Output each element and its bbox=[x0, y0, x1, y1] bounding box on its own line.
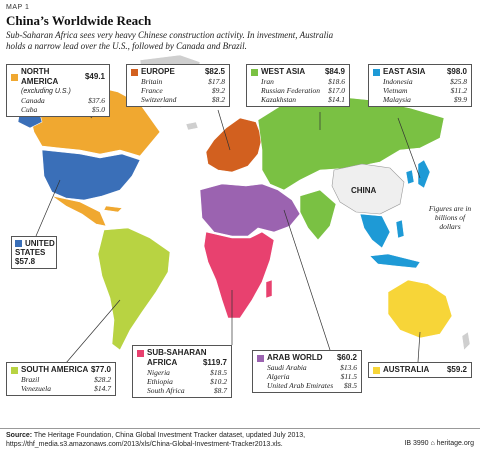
australia-shape bbox=[387, 279, 453, 339]
sub-saharan-africa-shape bbox=[203, 231, 275, 319]
list-item: Algeria $11.5 bbox=[267, 372, 357, 381]
list-item: Canada $37.6 bbox=[21, 96, 105, 105]
east-asia-swatch bbox=[373, 68, 380, 76]
region-box-arab-world: ARAB WORLD $60.2 Saudi Arabia $13.6 Alger… bbox=[252, 350, 362, 393]
list-item: Russian Federation $17.0 bbox=[261, 86, 345, 95]
region-box-west-asia: WEST ASIA $84.9 Iran $18.6 Russian Federa… bbox=[246, 64, 350, 107]
leader-lines bbox=[35, 107, 421, 371]
united-states-name-line2: STATES bbox=[15, 248, 46, 257]
arab-world-swatch bbox=[257, 354, 264, 362]
china-label: CHINA bbox=[351, 186, 377, 195]
south-america-shape bbox=[97, 227, 171, 351]
list-item: Venezuela $14.7 bbox=[21, 384, 111, 393]
region-box-sub-saharan-africa: SUB-SAHARAN AFRICA $119.7 Nigeria $18.5 E… bbox=[132, 345, 232, 398]
united-states-shape bbox=[41, 149, 141, 201]
australia-total: $59.2 bbox=[446, 365, 467, 374]
sub-saharan-africa-name-line2: AFRICA bbox=[147, 358, 178, 367]
list-item: Saudi Arabia $13.6 bbox=[267, 363, 357, 372]
korea-shape bbox=[405, 169, 415, 185]
region-box-australia: AUSTRALIA $59.2 bbox=[368, 362, 472, 378]
south-america-swatch bbox=[11, 366, 18, 374]
cuba-shape bbox=[103, 205, 123, 213]
source-text: The Heritage Foundation, China Global In… bbox=[32, 432, 306, 439]
philippines-shape bbox=[395, 219, 405, 239]
australia-name: AUSTRALIA bbox=[383, 365, 430, 374]
list-item: Iran $18.6 bbox=[261, 77, 345, 86]
north-america-name: NORTH AMERICA bbox=[21, 67, 59, 86]
south-asia-shape bbox=[299, 189, 337, 241]
source-label: Source: bbox=[6, 432, 33, 439]
southeast-asia-shape bbox=[359, 213, 391, 249]
iceland-shape bbox=[185, 121, 199, 131]
east-asia-name: EAST ASIA bbox=[383, 67, 426, 76]
west-asia-total: $84.9 bbox=[324, 67, 345, 76]
list-item: Switzerland $8.2 bbox=[141, 95, 225, 104]
list-item: Ethiopia $10.2 bbox=[147, 377, 227, 386]
north-america-qualifier: (excluding U.S.) bbox=[21, 88, 71, 95]
west-asia-swatch bbox=[251, 68, 258, 76]
sub-saharan-africa-name-line1: SUB-SAHARAN bbox=[147, 348, 207, 357]
mexico-shape bbox=[51, 195, 107, 227]
region-box-europe: EUROPE $82.5 Britain $17.8 France $9.2 Swi… bbox=[126, 64, 230, 107]
list-item: Brazil $28.2 bbox=[21, 375, 111, 384]
region-box-south-america: SOUTH AMERICA $77.0 Brazil $28.2 Venezuel… bbox=[6, 362, 116, 396]
japan-shape bbox=[417, 159, 431, 189]
east-asia-total: $98.0 bbox=[446, 67, 467, 76]
south-america-name: SOUTH AMERICA bbox=[21, 365, 89, 374]
list-item: Malaysia $9.9 bbox=[383, 95, 467, 104]
new-zealand-shape bbox=[461, 331, 471, 351]
list-item: United Arab Emirates $8.5 bbox=[267, 381, 357, 390]
arab-world-name: ARAB WORLD bbox=[267, 353, 323, 362]
australia-swatch bbox=[373, 366, 380, 374]
region-box-east-asia: EAST ASIA $98.0 Indonesia $25.8 Vietnam $1… bbox=[368, 64, 472, 107]
figures-note: Figures are in billions of dollars bbox=[428, 204, 472, 231]
arab-world-total: $60.2 bbox=[336, 353, 357, 362]
arab-world-shape bbox=[199, 183, 301, 237]
sub-saharan-africa-swatch bbox=[137, 349, 144, 357]
footer-divider bbox=[0, 428, 480, 429]
west-asia-shape bbox=[257, 95, 445, 191]
list-item: Cuba $5.0 bbox=[21, 105, 105, 114]
region-box-united-states: UNITED STATES $57.8 bbox=[11, 236, 57, 269]
list-item: Nigeria $18.5 bbox=[147, 368, 227, 377]
madagascar-shape bbox=[265, 279, 273, 299]
region-box-north-america: NORTH AMERICA $49.1 (excluding U.S.) Can… bbox=[6, 64, 110, 117]
west-asia-name: WEST ASIA bbox=[261, 67, 306, 76]
list-item: South Africa $8.7 bbox=[147, 386, 227, 395]
indonesia-shape bbox=[369, 253, 421, 269]
source-note: Source: The Heritage Foundation, China G… bbox=[6, 431, 305, 449]
europe-total: $82.5 bbox=[204, 67, 225, 76]
list-item: Britain $17.8 bbox=[141, 77, 225, 86]
europe-name: EUROPE bbox=[141, 67, 175, 76]
north-america-total: $49.1 bbox=[84, 72, 105, 81]
united-states-total: $57.8 bbox=[15, 257, 36, 266]
source-url: https://thf_media.s3.amazonaws.com/2013/… bbox=[6, 441, 283, 448]
sub-saharan-africa-total: $119.7 bbox=[202, 358, 227, 367]
china-shape bbox=[331, 163, 405, 215]
page-subtitle: Sub-Saharan Africa sees very heavy Chine… bbox=[6, 30, 334, 51]
united-states-name-line1: UNITED bbox=[25, 239, 55, 248]
list-item: France $9.2 bbox=[141, 86, 225, 95]
publisher-credit: IB 3990 ⌂ heritage.org bbox=[404, 440, 474, 447]
map-number-label: MAP 1 bbox=[6, 4, 30, 11]
europe-shape bbox=[205, 117, 263, 173]
south-america-total: $77.0 bbox=[90, 365, 111, 374]
list-item: Indonesia $25.8 bbox=[383, 77, 467, 86]
north-america-swatch bbox=[11, 73, 18, 81]
page-title: China’s Worldwide Reach bbox=[6, 13, 152, 28]
united-states-swatch bbox=[15, 240, 22, 247]
list-item: Vietnam $11.2 bbox=[383, 86, 467, 95]
europe-swatch bbox=[131, 68, 138, 76]
list-item: Kazakhstan $14.1 bbox=[261, 95, 345, 104]
